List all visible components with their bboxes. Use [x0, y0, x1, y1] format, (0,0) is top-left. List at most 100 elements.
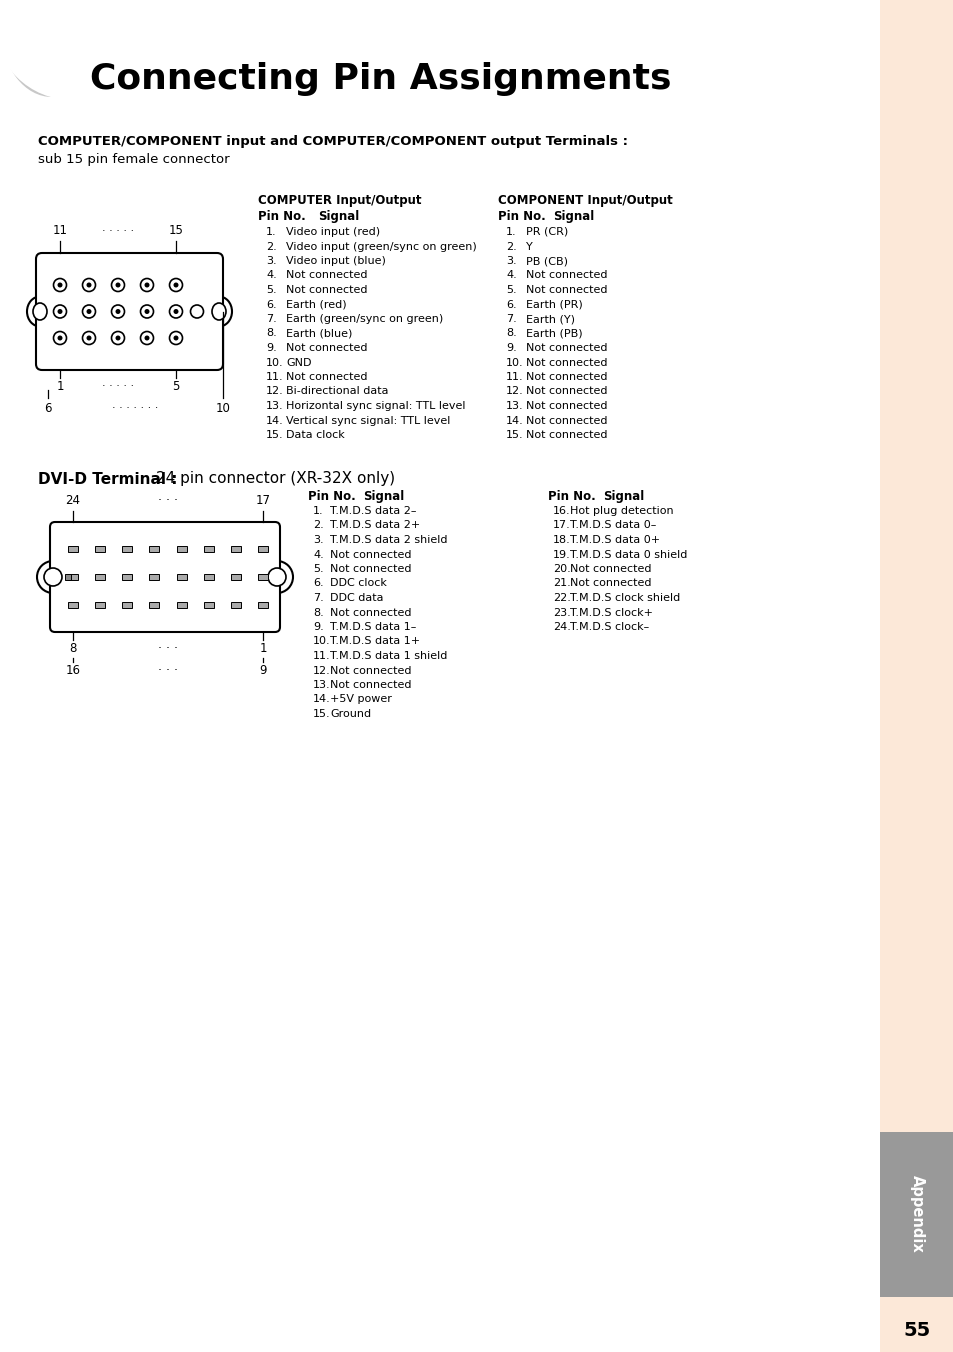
Text: DVI-D Terminal :: DVI-D Terminal : [38, 472, 177, 487]
Text: 2.: 2. [266, 242, 276, 251]
Text: 8.: 8. [313, 607, 323, 618]
Text: T.M.D.S data 2+: T.M.D.S data 2+ [330, 521, 420, 530]
Text: 24: 24 [66, 495, 80, 507]
Circle shape [140, 306, 153, 318]
Circle shape [144, 310, 150, 314]
Circle shape [140, 331, 153, 345]
Text: Earth (blue): Earth (blue) [286, 329, 352, 338]
Text: Data clock: Data clock [286, 430, 344, 439]
Text: Not connected: Not connected [286, 270, 367, 280]
Bar [68, 602, 78, 608]
Circle shape [0, 0, 150, 100]
Bar [879, 0, 953, 1352]
Ellipse shape [2, 0, 102, 97]
Text: · · ·: · · · [158, 664, 178, 677]
Text: · · ·: · · · [158, 642, 178, 656]
Text: Video input (blue): Video input (blue) [286, 256, 385, 266]
Text: Not connected: Not connected [525, 357, 607, 368]
Text: 17: 17 [255, 495, 271, 507]
Circle shape [112, 306, 125, 318]
Text: Horizontal sync signal: TTL level: Horizontal sync signal: TTL level [286, 402, 465, 411]
Text: 6.: 6. [313, 579, 323, 588]
Text: Appendix: Appendix [908, 1175, 923, 1253]
Bar [95, 602, 105, 608]
Text: 13.: 13. [313, 680, 331, 690]
Text: Not connected: Not connected [330, 680, 411, 690]
Ellipse shape [33, 303, 47, 320]
Circle shape [57, 335, 63, 341]
Text: Not connected: Not connected [525, 402, 607, 411]
Text: Vertical sync signal: TTL level: Vertical sync signal: TTL level [286, 415, 450, 426]
Text: 10.: 10. [266, 357, 283, 368]
Circle shape [112, 279, 125, 292]
Text: Not connected: Not connected [330, 665, 411, 676]
Text: T.M.D.S data 0–: T.M.D.S data 0– [569, 521, 656, 530]
Ellipse shape [212, 303, 226, 320]
Bar [68, 575, 78, 580]
Text: 2.: 2. [505, 242, 517, 251]
Text: 6: 6 [44, 402, 51, 415]
Text: 14.: 14. [266, 415, 283, 426]
Bar [231, 602, 240, 608]
Text: 14.: 14. [313, 695, 331, 704]
Text: Pin No.: Pin No. [257, 210, 305, 223]
Text: 11.: 11. [505, 372, 523, 383]
Circle shape [115, 283, 120, 288]
Text: · · · · · · ·: · · · · · · · [112, 403, 158, 412]
Circle shape [53, 331, 67, 345]
Text: 19.: 19. [553, 549, 570, 560]
Ellipse shape [206, 296, 232, 326]
Circle shape [87, 335, 91, 341]
Bar [122, 546, 132, 552]
Bar [204, 546, 213, 552]
Text: 1.: 1. [313, 506, 323, 516]
Ellipse shape [27, 296, 53, 326]
Text: 16: 16 [66, 664, 80, 677]
Circle shape [261, 561, 293, 594]
Bar [176, 602, 187, 608]
Text: 24.: 24. [553, 622, 570, 631]
Text: 6.: 6. [505, 300, 517, 310]
Text: 15: 15 [169, 224, 183, 238]
FancyBboxPatch shape [36, 253, 223, 370]
Text: T.M.D.S data 0+: T.M.D.S data 0+ [569, 535, 659, 545]
Circle shape [191, 306, 203, 318]
Circle shape [53, 306, 67, 318]
Text: T.M.D.S data 2 shield: T.M.D.S data 2 shield [330, 535, 447, 545]
Text: Not connected: Not connected [330, 549, 411, 560]
Bar [150, 602, 159, 608]
Text: 11.: 11. [266, 372, 283, 383]
Text: 10.: 10. [313, 637, 331, 646]
Circle shape [87, 283, 91, 288]
Bar [176, 546, 187, 552]
Circle shape [57, 283, 63, 288]
Text: 4.: 4. [266, 270, 276, 280]
Circle shape [170, 331, 182, 345]
Text: 12.: 12. [313, 665, 331, 676]
Text: 7.: 7. [266, 314, 276, 324]
Text: 13.: 13. [266, 402, 283, 411]
Text: Not connected: Not connected [330, 564, 411, 575]
Text: 10.: 10. [505, 357, 523, 368]
Text: 8.: 8. [505, 329, 517, 338]
Text: 1.: 1. [505, 227, 517, 237]
Text: Not connected: Not connected [286, 343, 367, 353]
Text: DDC clock: DDC clock [330, 579, 387, 588]
Bar [176, 575, 187, 580]
Text: COMPONENT Input/Output: COMPONENT Input/Output [497, 193, 672, 207]
Circle shape [57, 310, 63, 314]
Bar [231, 546, 240, 552]
Text: Earth (PR): Earth (PR) [525, 300, 582, 310]
Text: Video input (green/sync on green): Video input (green/sync on green) [286, 242, 476, 251]
Text: Earth (red): Earth (red) [286, 300, 346, 310]
Bar [95, 546, 105, 552]
Text: 22.: 22. [553, 594, 570, 603]
Text: 1.: 1. [266, 227, 276, 237]
Text: T.M.D.S clock+: T.M.D.S clock+ [569, 607, 652, 618]
Text: 11.: 11. [313, 652, 331, 661]
Circle shape [82, 306, 95, 318]
Bar [204, 575, 213, 580]
Circle shape [87, 310, 91, 314]
Text: Ground: Ground [330, 708, 371, 719]
Circle shape [170, 306, 182, 318]
